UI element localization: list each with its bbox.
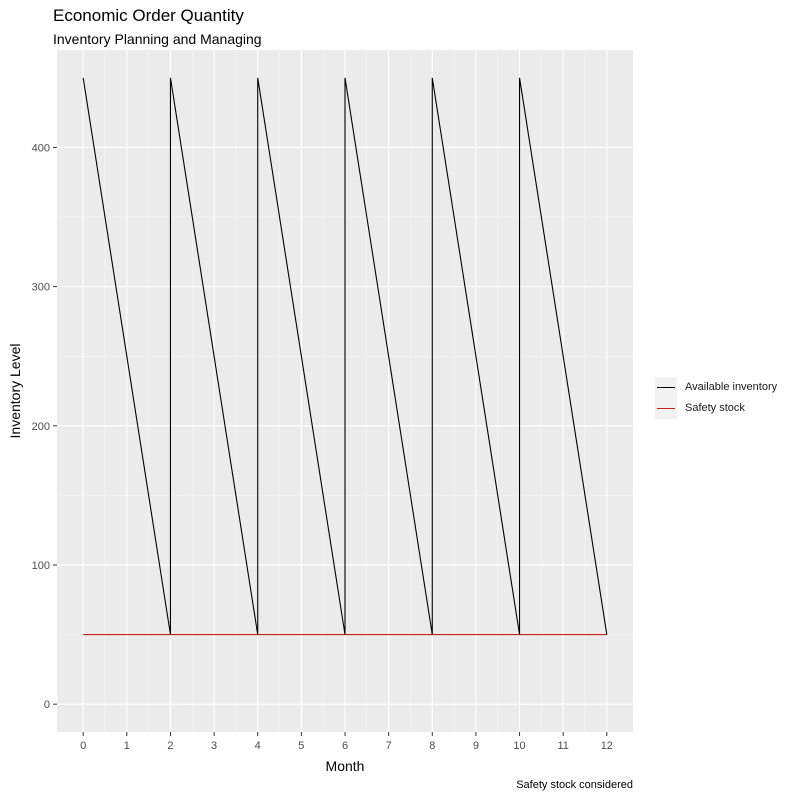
x-axis-label: Month [326,758,365,774]
x-tick-label: 4 [255,740,261,752]
legend-label-safety-stock: Safety stock [685,402,745,414]
y-tick-label: 0 [44,699,50,711]
legend-key-available-inventory [655,377,677,398]
x-tick-label: 0 [80,740,86,752]
legend-label-available-inventory: Available inventory [685,381,778,393]
y-tick-label: 300 [32,282,50,294]
x-tick-label: 3 [211,740,217,752]
legend-item-available-inventory: Available inventory [655,377,800,398]
x-tick-label: 10 [513,740,525,752]
chart-subtitle: Inventory Planning and Managing [53,31,262,47]
x-tick-label: 5 [298,740,304,752]
chart-title: Economic Order Quantity [53,6,244,25]
x-tick-label: 1 [124,740,130,752]
y-tick-label: 100 [32,560,50,572]
y-tick-label: 200 [32,421,50,433]
chart-caption: Safety stock considered [516,779,633,791]
y-tick-label: 400 [32,142,50,154]
x-tick-label: 2 [167,740,173,752]
x-tick-label: 7 [386,740,392,752]
legend-item-safety-stock: Safety stock [655,398,800,419]
y-axis-label: Inventory Level [7,344,23,439]
x-tick-label: 11 [557,740,568,752]
x-tick-label: 12 [601,740,613,752]
x-tick-label: 8 [429,740,435,752]
series-line-available-inventory [82,77,608,635]
legend: Available inventory Safety stock [655,377,800,419]
x-tick-label: 9 [473,740,479,752]
legend-key-safety-stock [655,398,677,419]
x-tick-label: 6 [342,740,348,752]
